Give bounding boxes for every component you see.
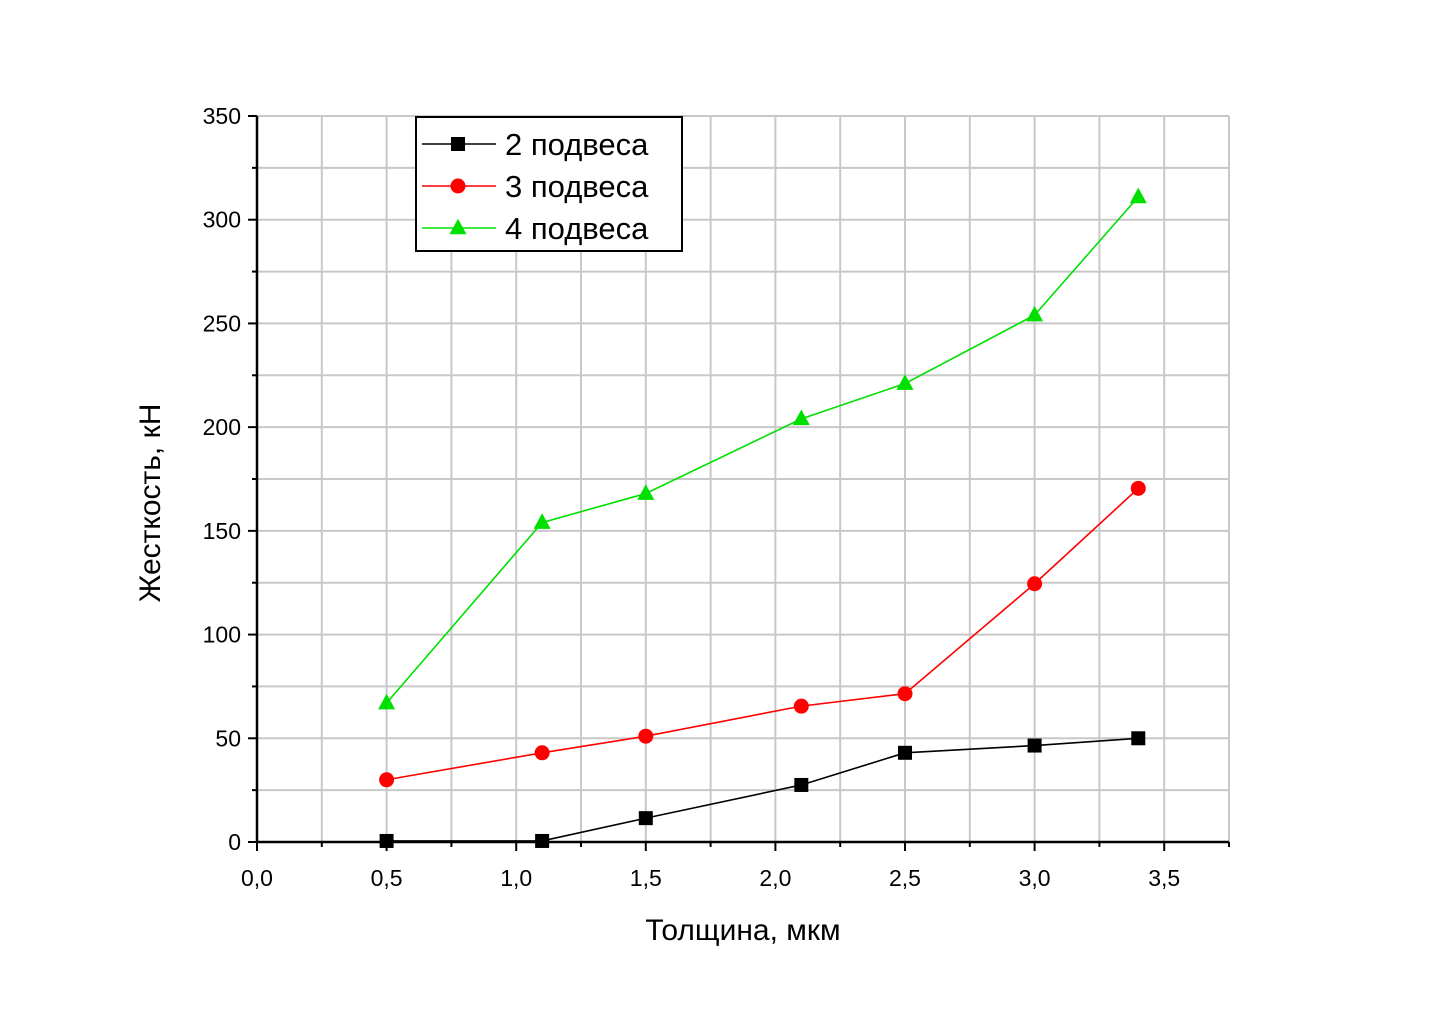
- x-tick-label: 1,5: [630, 865, 662, 891]
- y-tick-label: 250: [203, 310, 241, 336]
- data-point: [379, 772, 395, 788]
- data-point: [637, 484, 655, 500]
- x-tick-label: 0,0: [241, 865, 273, 891]
- data-point: [1026, 305, 1044, 322]
- series-line: [385, 196, 1139, 704]
- data-point: [1027, 738, 1042, 753]
- series-2: [379, 480, 1146, 788]
- data-point: [638, 811, 653, 826]
- data-point: [534, 745, 550, 761]
- data-point: [1130, 480, 1146, 496]
- legend: 2 подвеса 3 подвеса 4 подвеса: [415, 116, 683, 252]
- y-tick-label: 350: [203, 103, 241, 129]
- series-1: [379, 731, 1146, 848]
- y-tick-label: 100: [203, 622, 241, 648]
- series-3: [378, 187, 1147, 710]
- x-tick-label: 2,0: [759, 865, 791, 891]
- y-tick-label: 150: [203, 518, 241, 544]
- axes: 0,0 0,5 1,0 1,5 2,0 2,5 3,0 3,5 0 50 100 150 200 250 3…: [203, 103, 1230, 891]
- y-axis-title: Жесткость, кН: [134, 404, 167, 603]
- data-point: [533, 513, 551, 529]
- x-tick-label: 0,5: [371, 865, 403, 891]
- y-tick-label: 50: [215, 725, 241, 751]
- data-point: [379, 833, 394, 848]
- legend-marker: [449, 218, 467, 235]
- legend-label: 2 подвеса: [505, 127, 649, 162]
- legend-label: 3 подвеса: [505, 169, 649, 204]
- x-tick-label: 1,0: [500, 865, 532, 891]
- data-point: [898, 745, 912, 760]
- data-point: [1027, 576, 1043, 592]
- data-point: [1129, 187, 1147, 204]
- legend-marker: [451, 137, 465, 151]
- x-tick-label: 2,5: [889, 865, 921, 891]
- y-tick-label: 0: [228, 829, 241, 855]
- y-tick-label: 200: [203, 414, 241, 440]
- x-tick-label: 3,0: [1019, 865, 1051, 891]
- x-tick-label: 3,5: [1148, 865, 1180, 891]
- x-axis-title: Толщина, мкм: [645, 914, 840, 947]
- y-tick-label: 300: [203, 207, 241, 233]
- data-point: [896, 374, 914, 390]
- data-point: [535, 833, 550, 848]
- legend-label: 4 подвеса: [505, 211, 649, 246]
- data-point: [378, 693, 396, 710]
- data-point: [897, 686, 913, 702]
- data-point: [794, 777, 809, 792]
- data-point: [638, 728, 654, 744]
- data-point: [792, 409, 810, 426]
- data-point: [1131, 731, 1146, 746]
- legend-marker: [450, 178, 466, 194]
- data-point: [793, 698, 809, 714]
- series-layer: [378, 187, 1147, 848]
- grid: [257, 115, 1230, 842]
